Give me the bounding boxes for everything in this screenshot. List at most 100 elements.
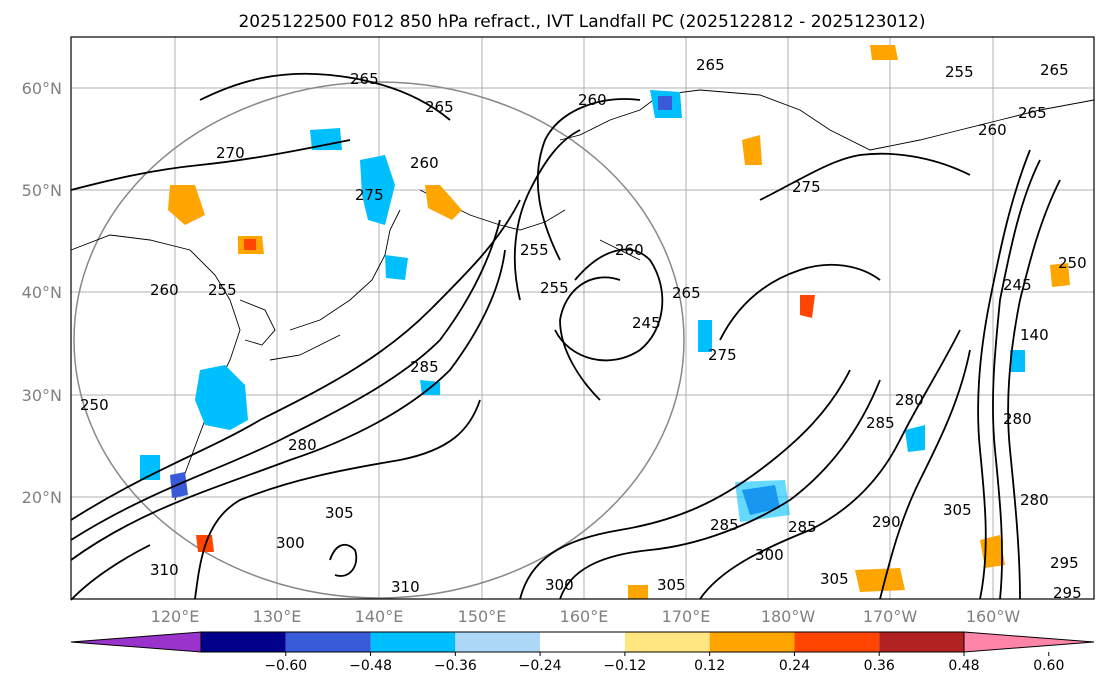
contour-label: 295 xyxy=(1053,584,1082,602)
colorbar-segment xyxy=(70,631,202,653)
contour-label: 310 xyxy=(150,561,179,579)
contour-label: 255 xyxy=(208,281,237,299)
colorbar-segment xyxy=(540,632,625,652)
shaded-anomalies xyxy=(140,45,1070,599)
anomaly-patch xyxy=(855,568,905,592)
colorbar-segment xyxy=(709,632,795,652)
map-background xyxy=(71,37,1094,599)
contour-label: 265 xyxy=(350,70,379,88)
lon-label: 130°E xyxy=(253,607,302,626)
colorbar-segment xyxy=(285,632,371,652)
colorbar-tick-label: −0.48 xyxy=(349,658,392,674)
anomaly-patch xyxy=(800,295,815,318)
contour-label: 270 xyxy=(216,144,245,162)
colorbar-segment xyxy=(879,632,964,652)
lon-label: 170°W xyxy=(863,607,918,626)
anomaly-patch xyxy=(195,365,248,430)
lat-label: 50°N xyxy=(22,181,62,200)
colorbar-tick-label: −0.60 xyxy=(264,658,307,674)
anomaly-patch xyxy=(360,155,395,225)
contour-label: 310 xyxy=(391,578,420,596)
anomaly-patch xyxy=(425,185,462,220)
contour-label: 265 xyxy=(672,284,701,302)
lon-label: 170°E xyxy=(662,607,711,626)
colorbar-segment xyxy=(963,631,1095,653)
colorbar-segment xyxy=(455,632,541,652)
colorbar-tick-label: 0.60 xyxy=(1033,658,1064,674)
lon-label: 160°W xyxy=(966,607,1021,626)
anomaly-patch xyxy=(1050,263,1070,287)
lon-label: 140°E xyxy=(355,607,404,626)
contour-label: 260 xyxy=(578,91,607,109)
anomaly-patch xyxy=(698,320,712,352)
gridlines xyxy=(71,37,1094,599)
longitude-labels: 120°E 130°E 140°E 150°E 160°E 170°E 180°… xyxy=(151,607,1021,626)
contour-label: 305 xyxy=(657,576,686,594)
anomaly-patch xyxy=(658,96,672,110)
anomaly-patch xyxy=(385,255,408,280)
contour-label: 285 xyxy=(788,518,817,536)
map-panel: 265 265 265 255 265 260 270 260 275 275 … xyxy=(70,36,1095,602)
anomaly-patch xyxy=(905,425,925,452)
contour-label: 250 xyxy=(1058,254,1087,272)
contour-labels: 265 265 265 255 265 260 270 260 275 275 … xyxy=(80,56,1087,602)
contour-label: 285 xyxy=(710,516,739,534)
reference-circle xyxy=(73,81,685,599)
contour-label: 255 xyxy=(540,279,569,297)
contour-label: 280 xyxy=(1020,491,1049,509)
contour-label: 255 xyxy=(945,63,974,81)
colorbar-tick-label: 0.24 xyxy=(779,658,810,674)
contour-label: 305 xyxy=(325,504,354,522)
colorbar-segment xyxy=(201,632,286,652)
contour-label: 260 xyxy=(978,121,1007,139)
anomaly-patch xyxy=(735,480,790,522)
contour-label: 290 xyxy=(872,513,901,531)
colorbar-segment xyxy=(794,632,880,652)
anomaly-patch xyxy=(870,45,898,60)
contour-label: 265 xyxy=(696,56,725,74)
contour-label: 285 xyxy=(410,358,439,376)
contour-label: 260 xyxy=(615,241,644,259)
map-title: 2025122500 F012 850 hPa refract., IVT La… xyxy=(238,12,925,32)
colorbar-tick-label: 0.36 xyxy=(864,658,895,674)
contour-label: 265 xyxy=(425,98,454,116)
contour-label: 265 xyxy=(1040,61,1069,79)
lon-label: 180°W xyxy=(761,607,816,626)
lat-label: 40°N xyxy=(22,283,62,302)
contour-label: 245 xyxy=(632,314,661,332)
lat-label: 20°N xyxy=(22,488,62,507)
map-frame xyxy=(70,36,1095,600)
anomaly-patch xyxy=(168,185,205,225)
latitude-labels: 60°N 50°N 40°N 30°N 20°N xyxy=(22,79,62,507)
lat-label: 60°N xyxy=(22,79,62,98)
contour-label: 300 xyxy=(276,534,305,552)
contour-label: 295 xyxy=(1050,554,1079,572)
colorbar-tick-label: 0.12 xyxy=(694,658,725,674)
contour-label: 275 xyxy=(708,346,737,364)
lat-label: 30°N xyxy=(22,386,62,405)
lon-label: 120°E xyxy=(151,607,200,626)
anomaly-patch xyxy=(244,239,256,250)
lon-label: 160°E xyxy=(560,607,609,626)
contour-label: 245 xyxy=(1003,276,1032,294)
contour-label: 260 xyxy=(410,154,439,172)
lon-label: 150°E xyxy=(458,607,507,626)
contour-label: 255 xyxy=(520,241,549,259)
contour-label: 250 xyxy=(80,396,109,414)
contour-label: 275 xyxy=(355,186,384,204)
anomaly-patch xyxy=(310,128,342,150)
contours xyxy=(70,72,1061,601)
contour-label: 280 xyxy=(895,391,924,409)
contour-label: 280 xyxy=(288,436,317,454)
colorbar-segment xyxy=(370,632,456,652)
contour-label: 280 xyxy=(1003,410,1032,428)
colorbar-tick-label: −0.36 xyxy=(434,658,477,674)
contour-label: 265 xyxy=(1018,104,1047,122)
colorbar-frame xyxy=(200,631,965,653)
contour-label: 285 xyxy=(866,414,895,432)
colorbar-tick-label: 0.48 xyxy=(948,658,979,674)
anomaly-patch xyxy=(628,585,648,599)
contour-label: 305 xyxy=(820,570,849,588)
anomaly-patch xyxy=(742,135,762,165)
